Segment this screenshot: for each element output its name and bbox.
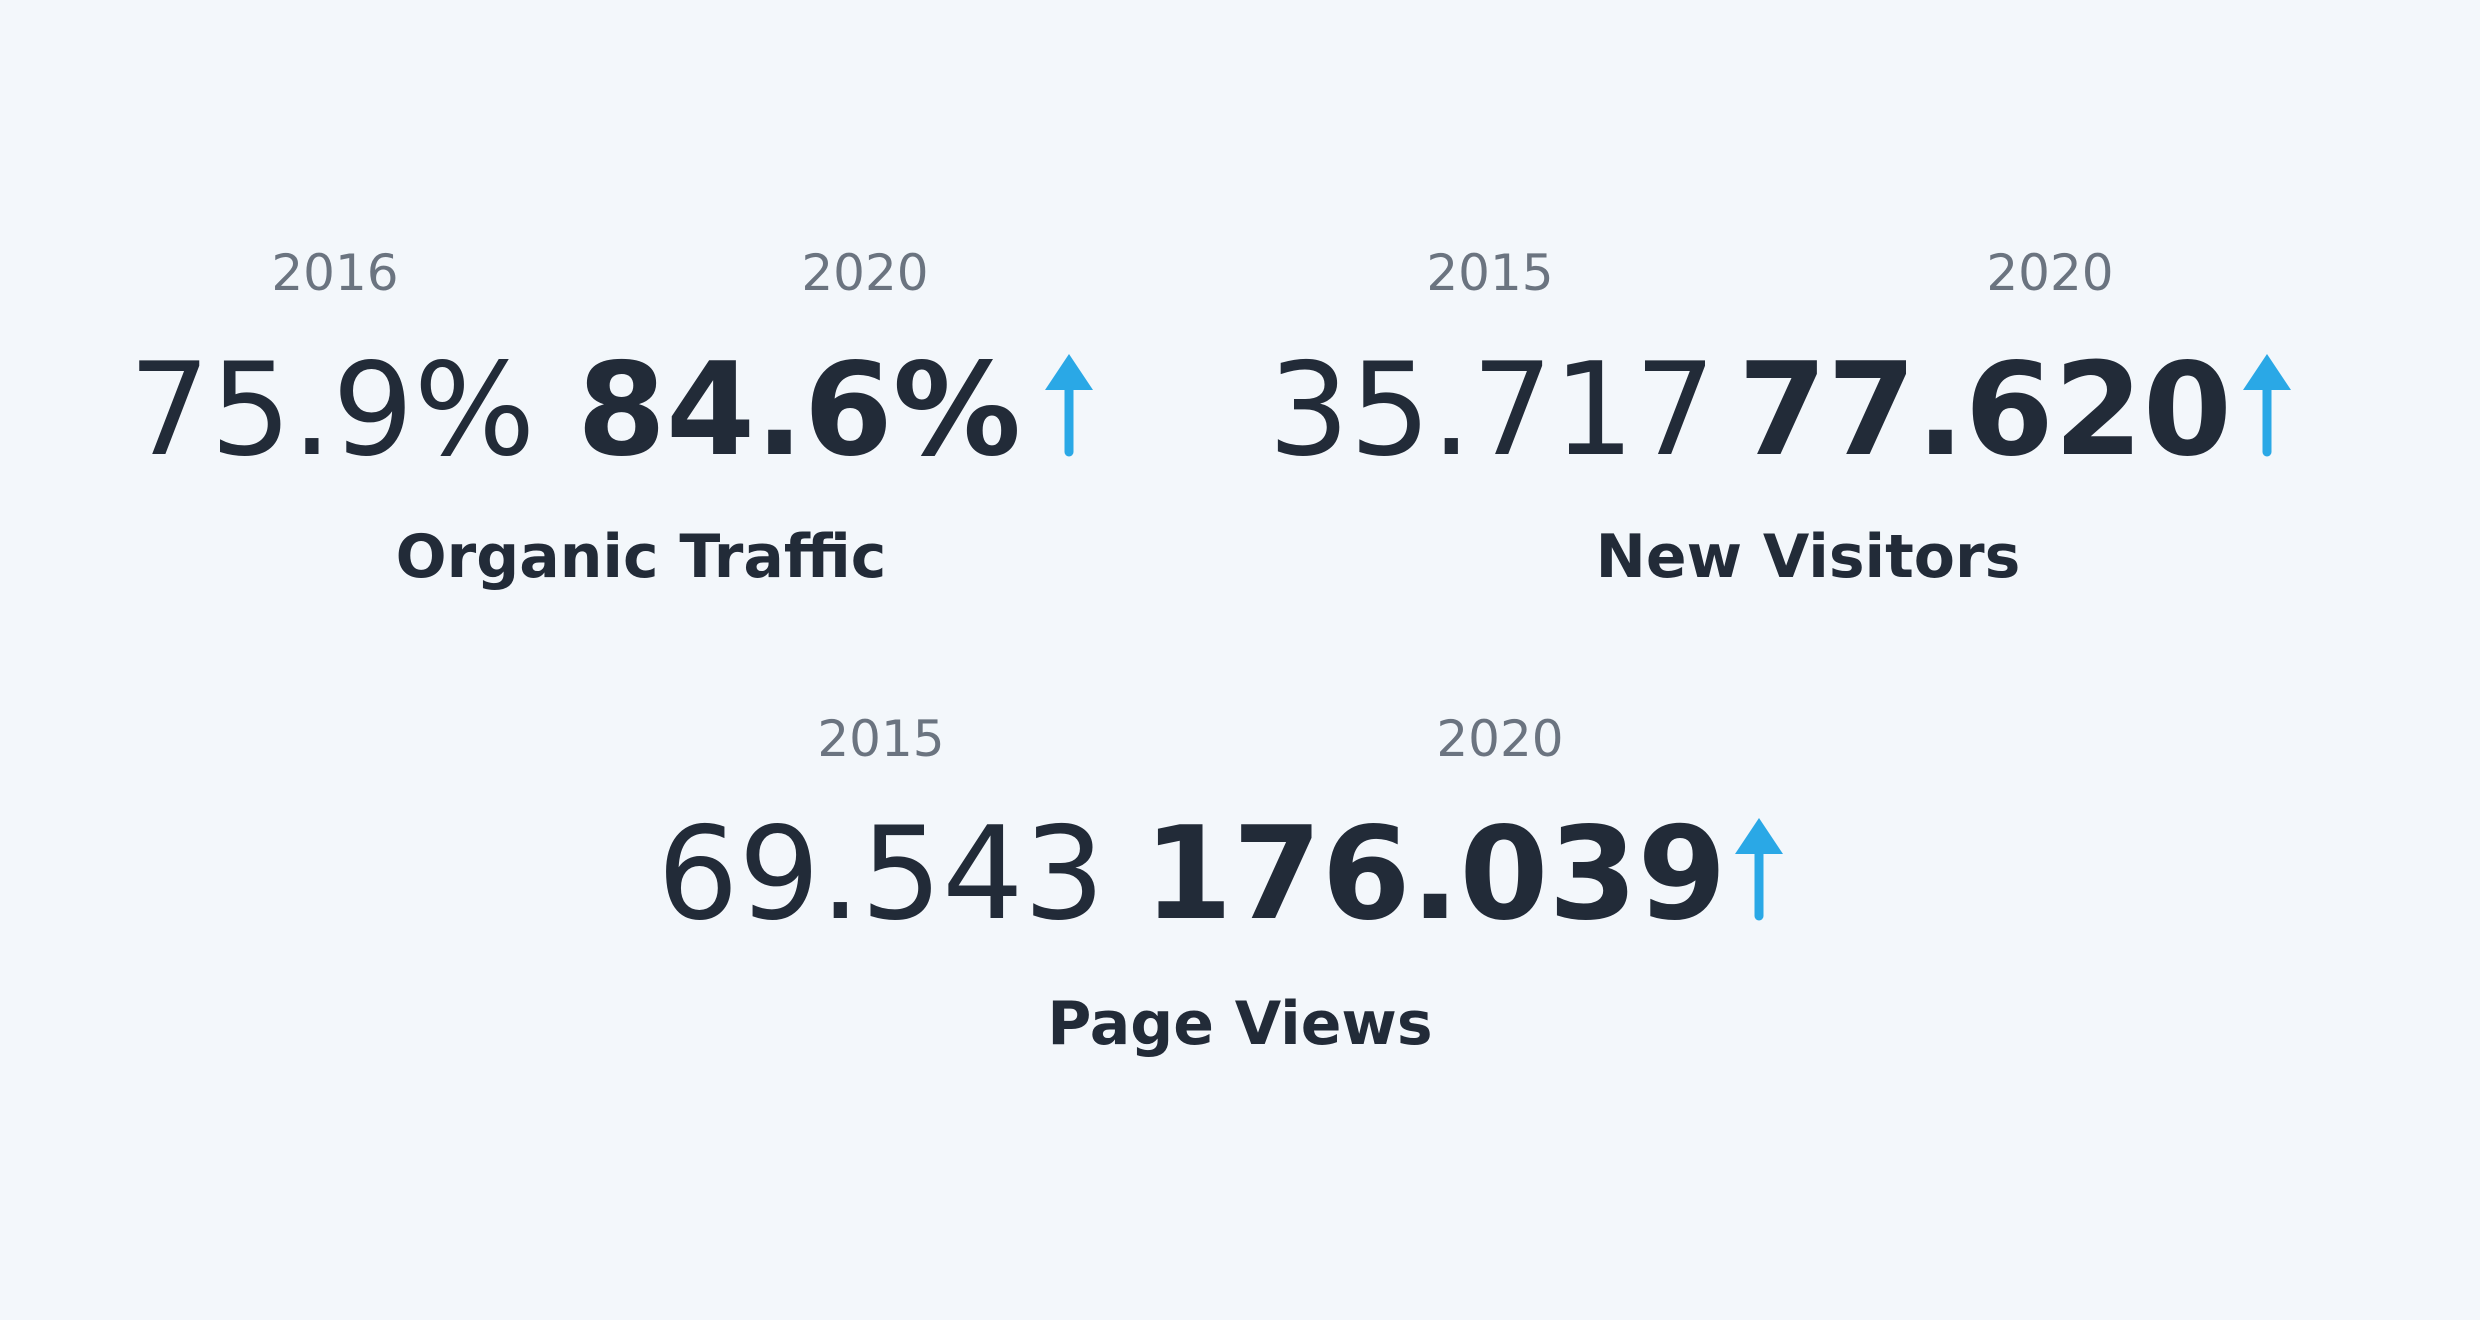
value-after: 84.6% (577, 336, 1021, 485)
value-before: 69.543 (657, 800, 1105, 949)
year-before: 2016 (271, 244, 398, 302)
value-before: 75.9% (129, 336, 536, 485)
arrow-head (2243, 354, 2291, 390)
year-before: 2015 (817, 710, 944, 768)
year-after: 2020 (1436, 710, 1563, 768)
value-before: 35.717 (1268, 336, 1716, 485)
stat-label: Organic Traffic (396, 522, 887, 592)
year-before: 2015 (1426, 244, 1553, 302)
stat-label: Page Views (1047, 989, 1432, 1059)
value-after: 176.039 (1144, 800, 1727, 949)
stat-label: New Visitors (1596, 522, 2021, 592)
value-after: 77.620 (1738, 336, 2232, 485)
arrow-head (1735, 818, 1783, 854)
stat-card: 2015 2020 69.543 176.039 Page Views (657, 710, 1783, 1059)
stat-card: 2016 2020 75.9% 84.6% Organic Traffic (129, 244, 1093, 592)
year-after: 2020 (1986, 244, 2113, 302)
arrow-head (1045, 354, 1093, 390)
stat-card: 2015 2020 35.717 77.620 New Visitors (1268, 244, 2291, 592)
year-after: 2020 (801, 244, 928, 302)
